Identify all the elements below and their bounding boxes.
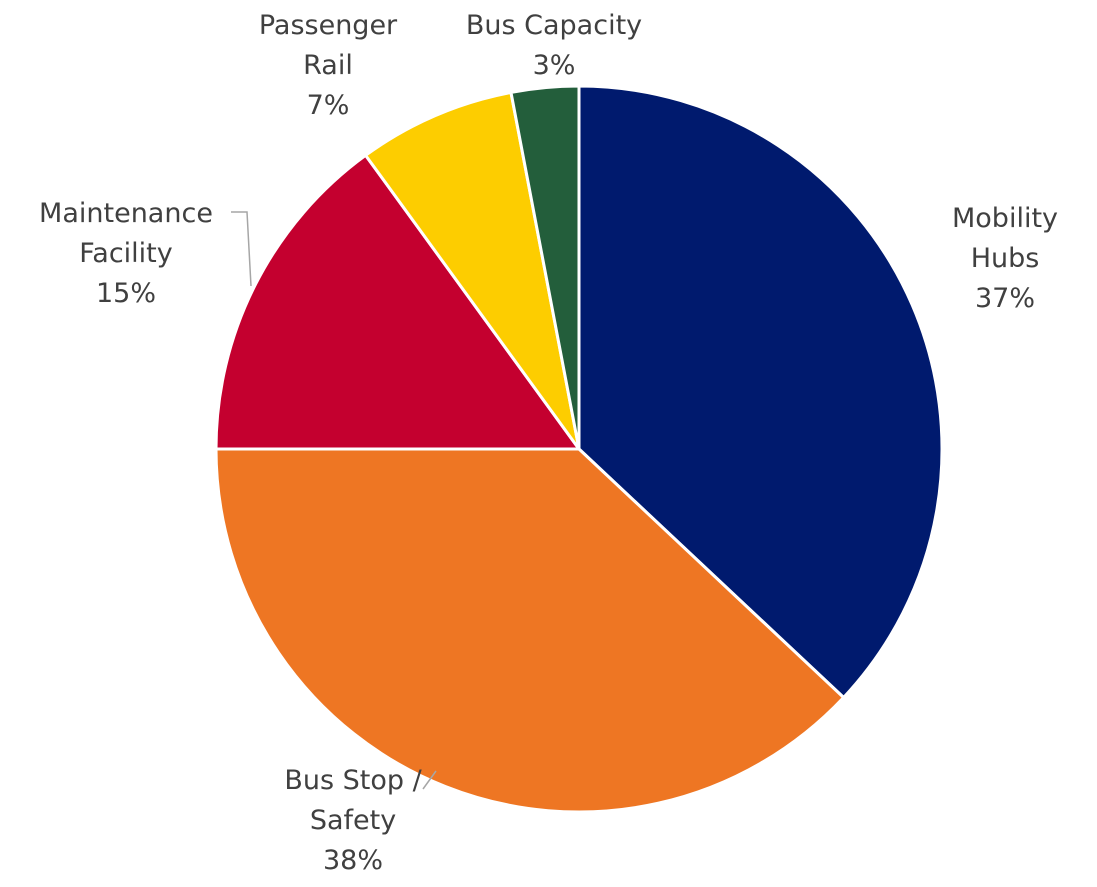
slices-layer	[214, 84, 944, 814]
slice-category-label: Bus Stop /	[284, 765, 422, 796]
slice-category-label: Bus Capacity	[466, 10, 642, 41]
slice-percent-label: 15%	[96, 278, 156, 309]
pie-slice-0	[577, 84, 944, 699]
pie-slice-1	[214, 447, 846, 814]
slice-category-label: Safety	[310, 805, 396, 836]
slice-label-1: Bus Stop / Safety 38%	[284, 765, 422, 876]
slice-category-label: Facility	[79, 238, 173, 269]
slice-label-3: Passenger Rail 7%	[259, 10, 398, 121]
slice-percent-label: 38%	[323, 845, 383, 876]
slice-category-label: Passenger	[259, 10, 398, 41]
pie-slice-4	[509, 84, 581, 451]
slice-category-label: Hubs	[971, 243, 1040, 274]
leader-line-1	[422, 770, 437, 790]
labels-layer: Mobility Hubs 37% Bus Stop / Safety 38% Mainte…	[39, 10, 1058, 876]
slice-category-label: Mobility	[952, 203, 1058, 234]
slice-percent-label: 7%	[307, 90, 350, 121]
slice-label-4: Bus Capacity 3%	[466, 10, 642, 81]
slice-label-0: Mobility Hubs 37%	[952, 203, 1058, 314]
pie-slice-2	[214, 153, 581, 451]
slice-label-2: Maintenance Facility 15%	[39, 198, 213, 309]
leader-lines-layer	[231, 211, 437, 790]
leader-line-2	[231, 211, 252, 287]
slice-percent-label: 37%	[975, 283, 1035, 314]
slice-category-label: Maintenance	[39, 198, 213, 229]
slice-category-label: Rail	[303, 50, 353, 81]
pie-slice-3	[364, 90, 581, 451]
slice-percent-label: 3%	[533, 50, 576, 81]
